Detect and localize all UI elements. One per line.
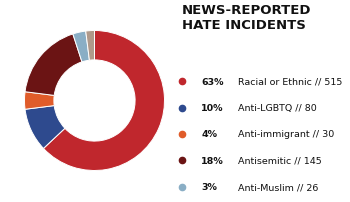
Text: 4%: 4%: [201, 130, 217, 139]
Wedge shape: [73, 32, 89, 63]
Text: Racial or Ethnic // 515: Racial or Ethnic // 515: [238, 77, 342, 86]
Text: Antisemitic // 145: Antisemitic // 145: [238, 156, 322, 165]
Text: Anti-immigrant // 30: Anti-immigrant // 30: [238, 130, 334, 139]
Wedge shape: [86, 31, 94, 61]
Text: 10%: 10%: [201, 104, 224, 113]
Wedge shape: [25, 35, 82, 96]
Wedge shape: [25, 106, 65, 149]
Wedge shape: [43, 31, 164, 171]
Text: 3%: 3%: [201, 182, 217, 191]
Wedge shape: [25, 92, 54, 110]
Text: 63%: 63%: [201, 77, 224, 86]
Text: Anti-LGBTQ // 80: Anti-LGBTQ // 80: [238, 104, 317, 113]
Text: NEWS-REPORTED
HATE INCIDENTS: NEWS-REPORTED HATE INCIDENTS: [182, 4, 312, 31]
Text: 18%: 18%: [201, 156, 224, 165]
Text: Anti-Muslim // 26: Anti-Muslim // 26: [238, 182, 318, 191]
